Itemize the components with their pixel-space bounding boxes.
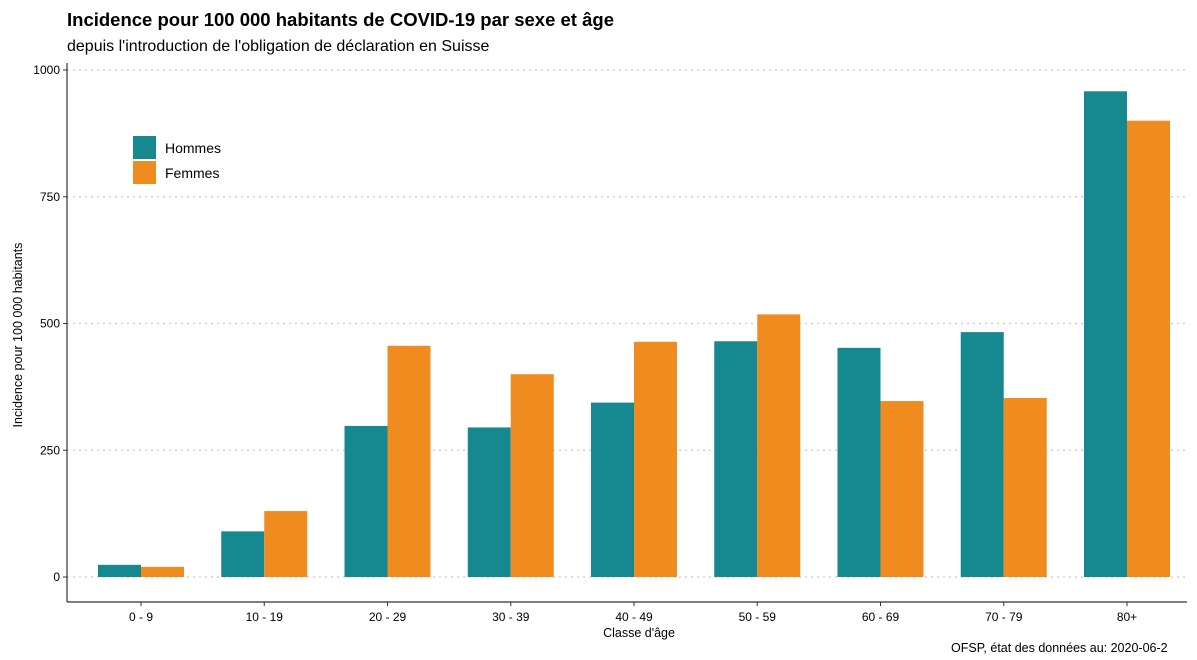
legend-label-femmes: Femmes — [165, 165, 219, 181]
legend-swatch-hommes — [133, 136, 156, 159]
y-tick-label-0: 0 — [53, 570, 60, 584]
bar-femmes-0 — [141, 566, 184, 577]
y-axis-label: Incidence pour 100 000 habitants — [11, 243, 25, 428]
axes — [66, 63, 1187, 603]
bar-hommes-3 — [467, 427, 511, 577]
x-tick-label-6: 60 - 69 — [862, 610, 900, 624]
chart-subtitle: depuis l'introduction de l'obligation de… — [67, 38, 490, 55]
x-tick-label-0: 0 - 9 — [129, 610, 153, 624]
x-axis-label: Classe d'âge — [603, 626, 675, 640]
x-tick-label-1: 10 - 19 — [246, 610, 284, 624]
bar-femmes-5 — [757, 314, 801, 577]
x-tick-label-4: 40 - 49 — [615, 610, 653, 624]
y-ticks: 0 250 500 750 1000 — [33, 63, 67, 584]
bars — [98, 91, 1170, 577]
x-ticks: 0 - 9 10 - 19 20 - 29 30 - 39 40 - 49 50 - 59… — [129, 602, 1137, 624]
bar-hommes-6 — [837, 347, 881, 577]
chart-title: Incidence pour 100 000 habitants de COVI… — [67, 9, 614, 30]
x-tick-label-5: 50 - 59 — [739, 610, 777, 624]
y-tick-label-1: 250 — [40, 443, 60, 457]
bar-hommes-8 — [1084, 91, 1127, 577]
x-tick-label-7: 70 - 79 — [985, 610, 1023, 624]
bar-femmes-6 — [880, 401, 924, 577]
bar-hommes-4 — [591, 402, 634, 577]
bar-femmes-3 — [510, 374, 554, 577]
legend: Hommes Femmes — [133, 136, 221, 184]
x-tick-label-3: 30 - 39 — [492, 610, 530, 624]
x-tick-label-8: 80+ — [1117, 610, 1137, 624]
source-caption: OFSP, état des données au: 2020-06-2 — [951, 641, 1168, 655]
y-tick-label-3: 750 — [40, 190, 60, 204]
bar-femmes-8 — [1127, 120, 1170, 577]
bar-hommes-1 — [221, 531, 265, 577]
bar-femmes-7 — [1003, 398, 1047, 577]
legend-swatch-femmes — [133, 161, 156, 184]
y-tick-label-4: 1000 — [33, 63, 60, 77]
bar-hommes-2 — [344, 425, 388, 577]
bar-femmes-4 — [634, 341, 677, 577]
legend-label-hommes: Hommes — [165, 140, 221, 156]
bar-femmes-1 — [264, 511, 308, 577]
bar-hommes-5 — [714, 341, 758, 577]
bar-hommes-7 — [960, 332, 1004, 577]
x-tick-label-2: 20 - 29 — [369, 610, 407, 624]
bar-hommes-0 — [98, 564, 141, 577]
bar-femmes-2 — [387, 345, 431, 577]
y-tick-label-2: 500 — [40, 317, 60, 331]
